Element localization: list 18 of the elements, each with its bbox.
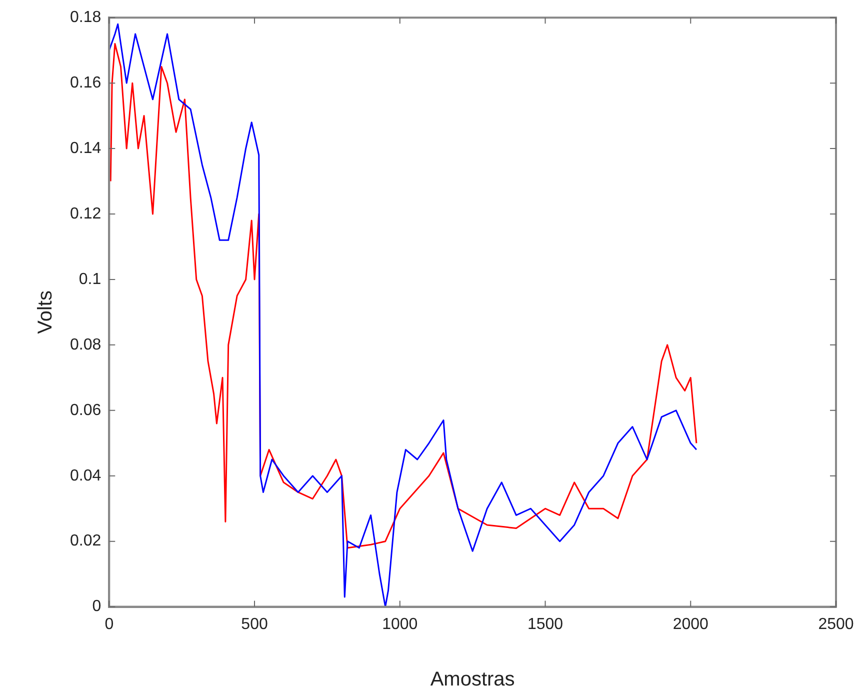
x-tick-label: 2500 (818, 616, 854, 633)
x-axis-title: Amostras (430, 668, 515, 691)
y-tick-label: 0.04 (70, 467, 102, 484)
x-tick-label: 2000 (672, 616, 709, 633)
y-tick-label: 0.18 (70, 9, 102, 26)
x-tick-label: 1500 (527, 616, 564, 633)
y-axis-title: Volts (34, 290, 57, 334)
y-tick-label: 0.08 (70, 336, 102, 354)
y-tick-label: 0.12 (70, 205, 102, 222)
y-tick-label: 0.02 (70, 532, 102, 550)
y-tick-label: 0.06 (70, 402, 102, 419)
x-tick-label: 500 (241, 616, 268, 633)
y-tick-label: 0 (92, 598, 102, 616)
y-tick-label: 0.1 (78, 270, 102, 288)
x-tick-label: 0 (104, 616, 114, 633)
y-tick-label: 0.14 (70, 140, 102, 157)
x-tick-label: 1000 (382, 616, 418, 633)
y-tick-label: 0.16 (70, 74, 102, 92)
